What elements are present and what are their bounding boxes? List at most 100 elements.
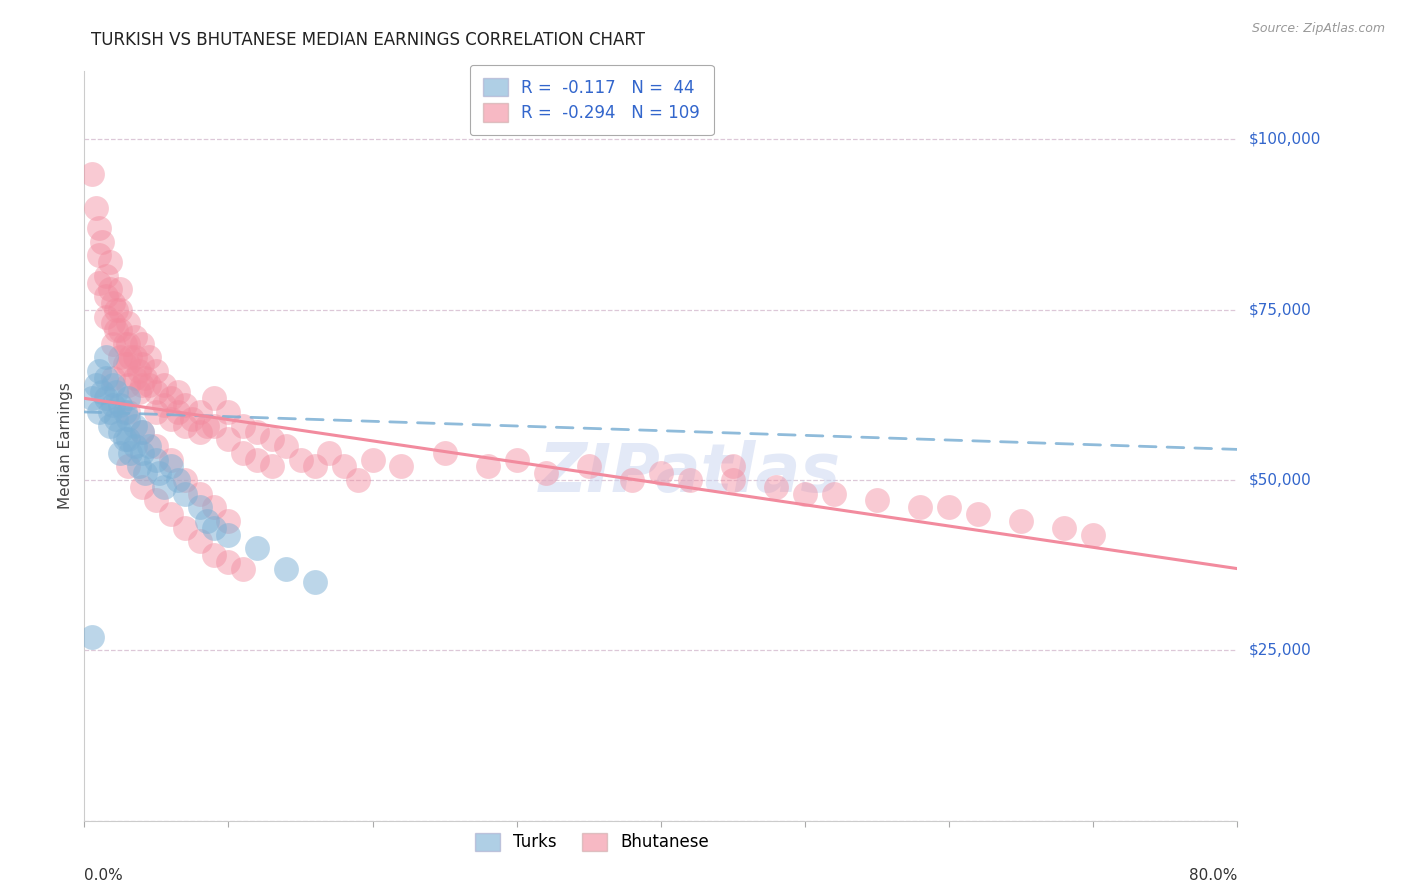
Point — [333, 459, 356, 474]
Point — [823, 486, 845, 500]
Text: $25,000: $25,000 — [1249, 643, 1312, 657]
Point — [246, 541, 269, 556]
Point — [145, 452, 167, 467]
Point — [202, 548, 225, 562]
Point — [967, 507, 990, 521]
Text: $50,000: $50,000 — [1249, 473, 1312, 488]
Point — [679, 473, 702, 487]
Point — [131, 336, 153, 351]
Point — [145, 384, 167, 399]
Point — [361, 452, 384, 467]
Point — [218, 405, 240, 419]
Point — [866, 493, 889, 508]
Point — [114, 357, 136, 371]
Point — [181, 411, 204, 425]
Point — [131, 357, 153, 371]
Point — [131, 377, 153, 392]
Point — [134, 467, 156, 481]
Point — [87, 405, 110, 419]
Point — [290, 452, 312, 467]
Point — [195, 418, 218, 433]
Point — [433, 446, 456, 460]
Point — [202, 418, 225, 433]
Point — [1083, 527, 1105, 541]
Point — [202, 392, 225, 406]
Point — [110, 398, 132, 412]
Point — [188, 425, 211, 440]
Point — [124, 418, 146, 433]
Point — [105, 384, 128, 399]
Point — [117, 411, 139, 425]
Point — [578, 459, 600, 474]
Point — [124, 439, 146, 453]
Point — [232, 561, 254, 575]
Point — [117, 459, 139, 474]
Point — [131, 425, 153, 440]
Point — [103, 336, 124, 351]
Point — [1053, 521, 1076, 535]
Point — [318, 446, 340, 460]
Point — [87, 364, 110, 378]
Point — [174, 473, 197, 487]
Point — [174, 398, 197, 412]
Point — [218, 555, 240, 569]
Point — [650, 467, 672, 481]
Point — [105, 302, 128, 317]
Point — [188, 534, 211, 549]
Point — [120, 351, 142, 365]
Point — [218, 432, 240, 446]
Point — [117, 405, 139, 419]
Point — [246, 425, 269, 440]
Text: 0.0%: 0.0% — [84, 868, 124, 883]
Point — [94, 310, 117, 324]
Point — [174, 418, 197, 433]
Point — [114, 336, 136, 351]
Point — [218, 514, 240, 528]
Point — [721, 473, 744, 487]
Point — [128, 384, 150, 399]
Point — [167, 405, 190, 419]
Point — [148, 467, 170, 481]
Point — [232, 418, 254, 433]
Point — [114, 432, 136, 446]
Point — [304, 459, 326, 474]
Point — [152, 480, 174, 494]
Point — [80, 167, 103, 181]
Point — [131, 425, 153, 440]
Point — [188, 486, 211, 500]
Point — [167, 473, 190, 487]
Point — [145, 439, 167, 453]
Point — [188, 405, 211, 419]
Point — [138, 439, 160, 453]
Point — [347, 473, 370, 487]
Point — [152, 398, 174, 412]
Y-axis label: Median Earnings: Median Earnings — [58, 383, 73, 509]
Point — [105, 323, 128, 337]
Point — [160, 507, 183, 521]
Point — [110, 425, 132, 440]
Point — [87, 276, 110, 290]
Point — [938, 500, 960, 515]
Point — [84, 377, 107, 392]
Point — [117, 317, 139, 331]
Point — [152, 377, 174, 392]
Point — [174, 486, 197, 500]
Point — [117, 357, 139, 371]
Text: $75,000: $75,000 — [1249, 302, 1312, 318]
Point — [120, 446, 142, 460]
Text: 80.0%: 80.0% — [1189, 868, 1237, 883]
Point — [1010, 514, 1032, 528]
Point — [110, 446, 132, 460]
Point — [98, 255, 121, 269]
Point — [128, 459, 150, 474]
Text: $100,000: $100,000 — [1249, 132, 1322, 147]
Point — [80, 630, 103, 644]
Point — [260, 432, 283, 446]
Point — [103, 398, 124, 412]
Point — [117, 377, 139, 392]
Point — [110, 323, 132, 337]
Point — [103, 371, 124, 385]
Point — [103, 377, 124, 392]
Point — [98, 405, 121, 419]
Point — [160, 459, 183, 474]
